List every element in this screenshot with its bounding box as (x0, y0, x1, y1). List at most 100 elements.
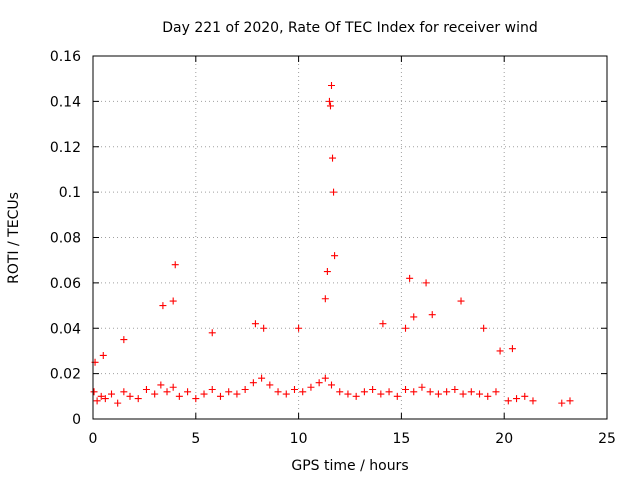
data-point (422, 279, 430, 287)
data-point (459, 390, 467, 398)
data-point (434, 390, 442, 398)
x-tick-label: 5 (191, 431, 200, 447)
data-point (480, 324, 488, 332)
data-point (558, 399, 566, 407)
grid-lines (93, 56, 607, 419)
data-point (216, 392, 224, 400)
data-point (101, 395, 109, 403)
data-point (327, 381, 335, 389)
data-point (402, 324, 410, 332)
y-tick-label: 0.08 (50, 231, 81, 247)
data-point (114, 399, 122, 407)
data-point (97, 392, 105, 400)
data-point (169, 383, 177, 391)
data-point (175, 392, 183, 400)
data-point (93, 397, 101, 405)
y-tick-label: 0.14 (50, 94, 81, 110)
data-point (393, 392, 401, 400)
data-point (307, 383, 315, 391)
data-point (225, 388, 233, 396)
data-point (360, 388, 368, 396)
data-point (428, 311, 436, 319)
data-points (90, 81, 574, 407)
data-point (90, 388, 98, 396)
data-point (266, 381, 274, 389)
data-point (321, 374, 329, 382)
data-point (126, 392, 134, 400)
data-point (200, 390, 208, 398)
data-point (325, 97, 333, 105)
data-point (142, 386, 150, 394)
data-point (184, 388, 192, 396)
data-point (326, 102, 334, 110)
y-axis-label: ROTI / TECUs (6, 192, 22, 284)
data-point (171, 261, 179, 269)
data-point (299, 388, 307, 396)
data-point (251, 320, 259, 328)
data-point (260, 324, 268, 332)
axis-ticks: 0 0.02 0.04 0.06 0.08 0.1 0.12 0.14 0.16 0 5 10 15 20… (50, 49, 616, 447)
data-point (379, 320, 387, 328)
data-point (134, 395, 142, 403)
x-tick-label: 20 (495, 431, 513, 447)
data-point (151, 390, 159, 398)
data-point (192, 395, 200, 403)
data-point (163, 388, 171, 396)
data-point (233, 390, 241, 398)
x-tick-label: 0 (89, 431, 98, 447)
data-point (406, 274, 414, 282)
data-point (258, 374, 266, 382)
data-point (426, 388, 434, 396)
data-point (476, 390, 484, 398)
data-point (418, 383, 426, 391)
x-tick-label: 15 (392, 431, 410, 447)
y-tick-label: 0.16 (50, 49, 81, 65)
data-point (566, 397, 574, 405)
data-point (451, 386, 459, 394)
data-point (385, 388, 393, 396)
data-point (290, 386, 298, 394)
data-point (295, 324, 303, 332)
data-point (504, 397, 512, 405)
data-point (492, 388, 500, 396)
data-point (321, 295, 329, 303)
data-point (327, 81, 335, 89)
y-tick-label: 0.06 (50, 276, 81, 292)
y-tick-label: 0.04 (50, 321, 81, 337)
data-point (352, 392, 360, 400)
data-point (120, 388, 128, 396)
data-point (315, 379, 323, 387)
chart-title: Day 221 of 2020, Rate Of TEC Index for r… (162, 20, 537, 36)
data-point (241, 386, 249, 394)
data-point (496, 347, 504, 355)
data-point (410, 388, 418, 396)
data-point (330, 188, 338, 196)
data-point (402, 386, 410, 394)
data-point (344, 390, 352, 398)
data-point (249, 379, 257, 387)
x-axis-label: GPS time / hours (291, 458, 408, 474)
data-point (410, 313, 418, 321)
data-point (208, 386, 216, 394)
data-point (157, 381, 165, 389)
data-point (484, 392, 492, 400)
data-point (323, 268, 331, 276)
data-point (282, 390, 290, 398)
x-tick-label: 25 (598, 431, 616, 447)
data-point (329, 154, 337, 162)
data-point (108, 390, 116, 398)
data-point (369, 386, 377, 394)
data-point (274, 388, 282, 396)
data-point (529, 397, 537, 405)
data-point (208, 329, 216, 337)
y-tick-label: 0.02 (50, 367, 81, 383)
data-point (521, 392, 529, 400)
y-tick-label: 0 (72, 412, 81, 428)
data-point (120, 336, 128, 344)
data-point (508, 345, 516, 353)
x-tick-label: 10 (290, 431, 308, 447)
data-point (99, 351, 107, 359)
data-point (513, 395, 521, 403)
y-tick-label: 0.12 (50, 140, 81, 156)
